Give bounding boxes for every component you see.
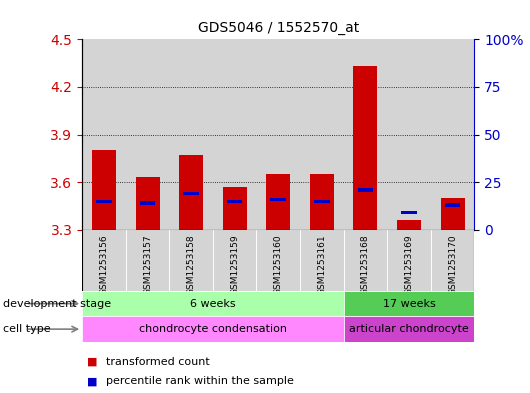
Text: GSM1253170: GSM1253170 [448, 235, 457, 296]
Bar [343, 39, 387, 230]
Bar [343, 316, 474, 342]
Bar [257, 230, 300, 291]
Bar [126, 230, 169, 291]
Bar [401, 211, 417, 215]
Text: chondrocyte condensation: chondrocyte condensation [139, 324, 287, 334]
Bar [82, 230, 126, 291]
Bar [179, 155, 203, 230]
Bar [92, 151, 116, 230]
Text: GSM1253158: GSM1253158 [187, 235, 196, 296]
Bar [440, 198, 465, 230]
Bar [126, 39, 169, 230]
Bar [82, 291, 343, 316]
Bar [82, 316, 343, 342]
Text: articular chondrocyte: articular chondrocyte [349, 324, 469, 334]
Bar [310, 174, 334, 230]
Text: GSM1253161: GSM1253161 [317, 235, 326, 296]
Bar [397, 220, 421, 230]
Bar [140, 202, 155, 205]
Bar [387, 230, 431, 291]
Bar [431, 39, 474, 230]
Bar [314, 200, 330, 203]
Bar [223, 187, 246, 230]
Text: GSM1253168: GSM1253168 [361, 235, 370, 296]
Text: 6 weeks: 6 weeks [190, 299, 236, 309]
Bar [343, 230, 387, 291]
Bar [183, 192, 199, 195]
Text: GSM1253156: GSM1253156 [100, 235, 109, 296]
Title: GDS5046 / 1552570_at: GDS5046 / 1552570_at [198, 22, 359, 35]
Bar [266, 174, 290, 230]
Bar [82, 39, 126, 230]
Text: development stage: development stage [3, 299, 111, 309]
Text: cell type: cell type [3, 324, 50, 334]
Bar [445, 204, 461, 207]
Text: percentile rank within the sample: percentile rank within the sample [106, 376, 294, 386]
Bar [96, 200, 112, 203]
Bar [169, 230, 213, 291]
Bar [343, 291, 474, 316]
Bar [387, 39, 431, 230]
Bar [213, 230, 257, 291]
Text: ■: ■ [87, 376, 98, 386]
Text: transformed count: transformed count [106, 356, 210, 367]
Text: GSM1253157: GSM1253157 [143, 235, 152, 296]
Bar [300, 39, 343, 230]
Bar [354, 66, 377, 230]
Text: GSM1253159: GSM1253159 [230, 235, 239, 296]
Text: ■: ■ [87, 356, 98, 367]
Bar [136, 178, 160, 230]
Bar [169, 39, 213, 230]
Bar [358, 188, 373, 192]
Text: 17 weeks: 17 weeks [383, 299, 435, 309]
Bar [257, 39, 300, 230]
Bar [213, 39, 257, 230]
Bar [227, 200, 242, 203]
Bar [270, 198, 286, 201]
Text: GSM1253160: GSM1253160 [274, 235, 282, 296]
Bar [300, 230, 343, 291]
Bar [431, 230, 474, 291]
Text: GSM1253169: GSM1253169 [404, 235, 413, 296]
